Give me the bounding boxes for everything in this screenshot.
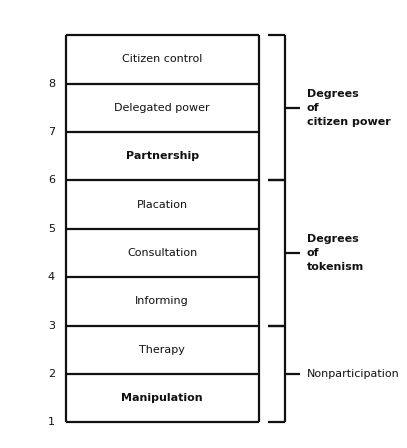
Text: Nonparticipation: Nonparticipation — [307, 369, 400, 379]
Text: 5: 5 — [48, 224, 55, 234]
Text: 3: 3 — [48, 321, 55, 331]
Text: Placation: Placation — [137, 200, 188, 210]
Text: Consultation: Consultation — [127, 248, 197, 258]
Text: Informing: Informing — [135, 297, 189, 306]
Text: Citizen control: Citizen control — [122, 55, 202, 65]
Text: 2: 2 — [48, 369, 55, 379]
Text: 1: 1 — [48, 418, 55, 427]
Text: Partnership: Partnership — [126, 151, 199, 161]
Text: 6: 6 — [48, 176, 55, 185]
Text: 4: 4 — [48, 272, 55, 282]
Text: 7: 7 — [48, 127, 55, 137]
Text: Degrees
of
tokenism: Degrees of tokenism — [307, 234, 364, 272]
Text: Manipulation: Manipulation — [121, 393, 203, 403]
Text: Degrees
of
citizen power: Degrees of citizen power — [307, 89, 391, 127]
Text: 8: 8 — [48, 79, 55, 89]
Text: Therapy: Therapy — [139, 345, 185, 355]
Text: Delegated power: Delegated power — [114, 103, 210, 113]
